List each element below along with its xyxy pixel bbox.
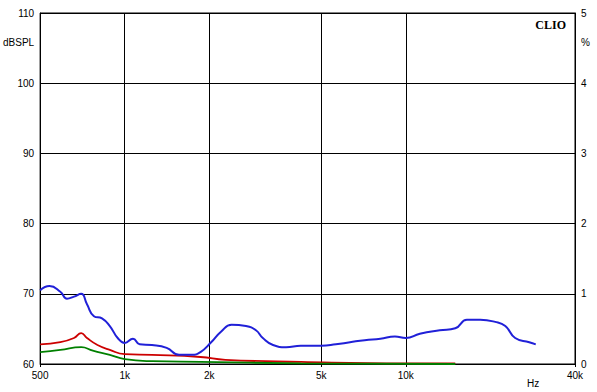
svg-text:70: 70 — [23, 288, 35, 299]
svg-text:80: 80 — [23, 218, 35, 229]
svg-text:2k: 2k — [204, 370, 216, 381]
svg-text:1k: 1k — [119, 370, 131, 381]
svg-text:%: % — [581, 37, 590, 48]
svg-text:5k: 5k — [316, 370, 328, 381]
svg-text:CLIO: CLIO — [535, 18, 566, 32]
svg-text:60: 60 — [23, 359, 35, 370]
svg-text:90: 90 — [23, 148, 35, 159]
svg-text:2: 2 — [581, 218, 587, 229]
svg-text:40k: 40k — [567, 370, 584, 381]
svg-text:5: 5 — [581, 8, 587, 19]
svg-text:100: 100 — [17, 78, 34, 89]
svg-text:1: 1 — [581, 288, 587, 299]
svg-text:Hz: Hz — [527, 378, 539, 389]
svg-text:500: 500 — [32, 370, 49, 381]
svg-text:0: 0 — [581, 359, 587, 370]
svg-text:10k: 10k — [398, 370, 415, 381]
svg-text:110: 110 — [18, 8, 34, 19]
svg-text:dBSPL: dBSPL — [3, 37, 35, 48]
svg-text:4: 4 — [581, 78, 587, 89]
svg-text:3: 3 — [581, 148, 587, 159]
